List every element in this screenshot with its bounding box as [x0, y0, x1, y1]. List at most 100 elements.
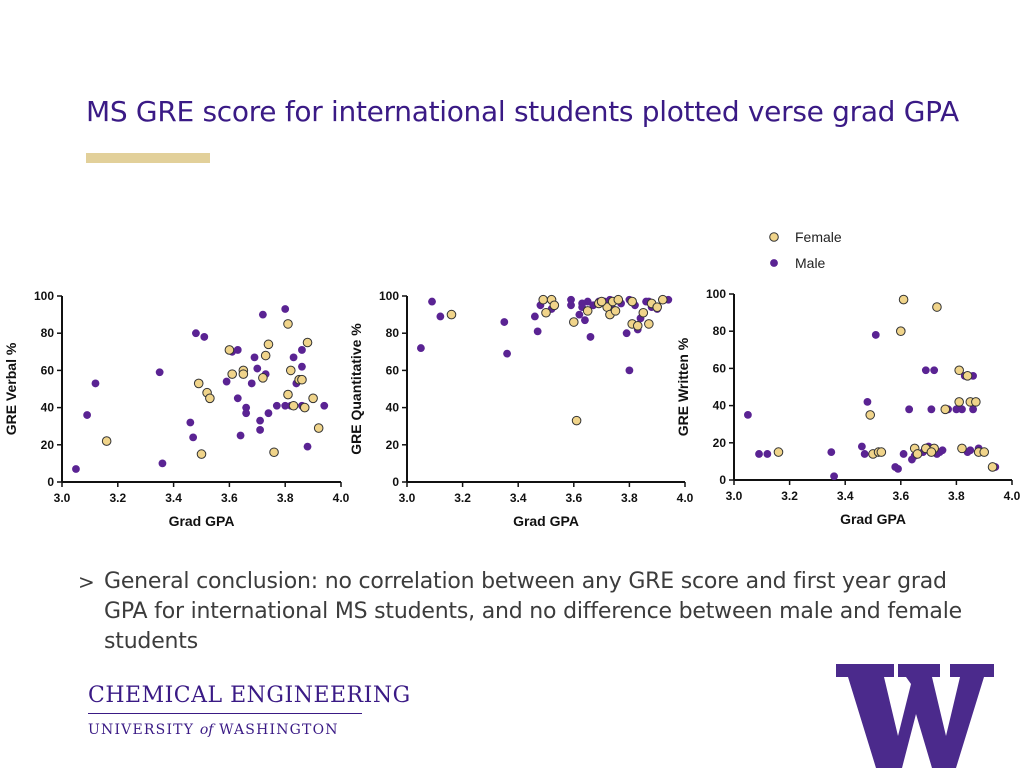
- y-tick-label: 0: [719, 473, 726, 487]
- male-point: [581, 316, 589, 325]
- male-point: [500, 318, 509, 326]
- university-name-of: of: [199, 722, 214, 738]
- male-point: [158, 459, 167, 468]
- y-tick-label: 80: [386, 326, 400, 340]
- male-point: [586, 333, 595, 341]
- male-point: [921, 366, 930, 375]
- female-point: [652, 302, 663, 312]
- male-point: [575, 310, 584, 319]
- y-tick-label: 60: [713, 361, 727, 375]
- male-point: [222, 377, 231, 386]
- female-point: [638, 307, 649, 318]
- x-tick-label: 3.4: [165, 491, 182, 505]
- female-point: [302, 337, 313, 348]
- male-point: [281, 401, 290, 410]
- x-tick-label: 3.0: [726, 489, 743, 503]
- male-point: [242, 403, 251, 412]
- male-point: [860, 450, 869, 458]
- y-axis-label: GRE Quantitative %: [348, 323, 364, 455]
- male-point: [247, 379, 256, 388]
- male-point: [827, 448, 836, 456]
- male-point: [242, 409, 251, 418]
- male-point: [891, 463, 900, 471]
- male-point: [303, 442, 312, 451]
- male-point: [938, 446, 947, 455]
- female-point: [541, 307, 551, 318]
- female-point: [596, 296, 607, 307]
- x-tick-label: 3.4: [510, 491, 527, 505]
- male-point: [952, 405, 961, 414]
- male-point: [755, 450, 763, 458]
- x-tick-label: 3.2: [781, 489, 798, 503]
- female-point: [283, 389, 293, 400]
- female-point: [263, 339, 274, 350]
- male-point: [871, 331, 880, 339]
- female-point: [632, 320, 643, 331]
- female-point: [193, 378, 204, 389]
- female-point: [926, 447, 937, 457]
- female-point: [954, 397, 964, 407]
- x-tick-label: 3.8: [621, 491, 638, 505]
- male-point: [192, 329, 200, 338]
- scatter-chart-3: 0 20 40 60 80 100 3.0 3.2 3.4 3.6 3.8 4.0 Grad GPA GR…: [675, 287, 1021, 527]
- male-point: [256, 426, 264, 434]
- legend-male-label: Male: [795, 255, 826, 271]
- male-point: [428, 297, 436, 306]
- male-point: [298, 362, 306, 371]
- department-name: CHEMICAL ENGINEERING: [88, 683, 411, 708]
- male-point: [567, 301, 575, 310]
- female-point: [283, 319, 293, 329]
- male-point: [436, 312, 445, 321]
- x-tick-label: 3.4: [837, 489, 854, 503]
- x-axis-label: Grad GPA: [840, 511, 906, 527]
- female-point: [288, 400, 299, 411]
- male-point: [930, 366, 939, 375]
- y-tick-label: 20: [41, 438, 55, 452]
- male-point: [320, 401, 329, 410]
- female-point: [940, 404, 951, 415]
- male-point: [236, 431, 245, 440]
- y-tick-label: 40: [713, 399, 727, 413]
- x-tick-label: 3.6: [892, 489, 909, 503]
- y-tick-label: 80: [41, 326, 55, 340]
- male-point: [530, 312, 539, 321]
- female-point: [313, 423, 324, 433]
- y-tick-label: 80: [713, 324, 727, 338]
- x-tick-label: 3.2: [454, 491, 471, 505]
- male-point: [264, 409, 273, 418]
- male-point: [927, 405, 936, 414]
- female-point: [896, 326, 906, 337]
- female-point: [538, 294, 549, 305]
- male-point: [250, 353, 259, 362]
- x-tick-label: 3.6: [565, 491, 582, 505]
- y-tick-label: 100: [34, 289, 54, 303]
- male-point: [256, 416, 264, 425]
- university-name-end: WASHINGTON: [219, 722, 339, 738]
- male-point: [272, 401, 281, 410]
- x-axis-label: Grad GPA: [513, 513, 579, 529]
- female-point: [549, 300, 560, 311]
- female-point: [987, 462, 998, 472]
- female-point: [865, 410, 876, 420]
- female-point: [932, 302, 942, 312]
- male-point: [83, 411, 92, 419]
- conclusion-text: General conclusion: no correlation betwe…: [104, 569, 962, 654]
- male-point: [830, 472, 838, 481]
- female-point: [571, 415, 582, 426]
- x-tick-label: 4.0: [333, 491, 350, 505]
- female-point: [962, 371, 973, 381]
- male-point: [533, 327, 542, 336]
- male-point: [289, 353, 298, 362]
- male-point: [258, 310, 267, 319]
- x-tick-label: 3.0: [399, 491, 416, 505]
- x-tick-label: 4.0: [677, 491, 694, 505]
- female-point: [582, 306, 593, 316]
- female-point: [569, 317, 579, 327]
- male-point: [899, 450, 908, 458]
- female-point: [613, 294, 624, 305]
- female-point: [285, 365, 296, 376]
- female-point: [610, 306, 621, 316]
- y-tick-label: 40: [41, 401, 55, 415]
- footer-divider: [88, 713, 362, 714]
- male-point: [91, 379, 100, 388]
